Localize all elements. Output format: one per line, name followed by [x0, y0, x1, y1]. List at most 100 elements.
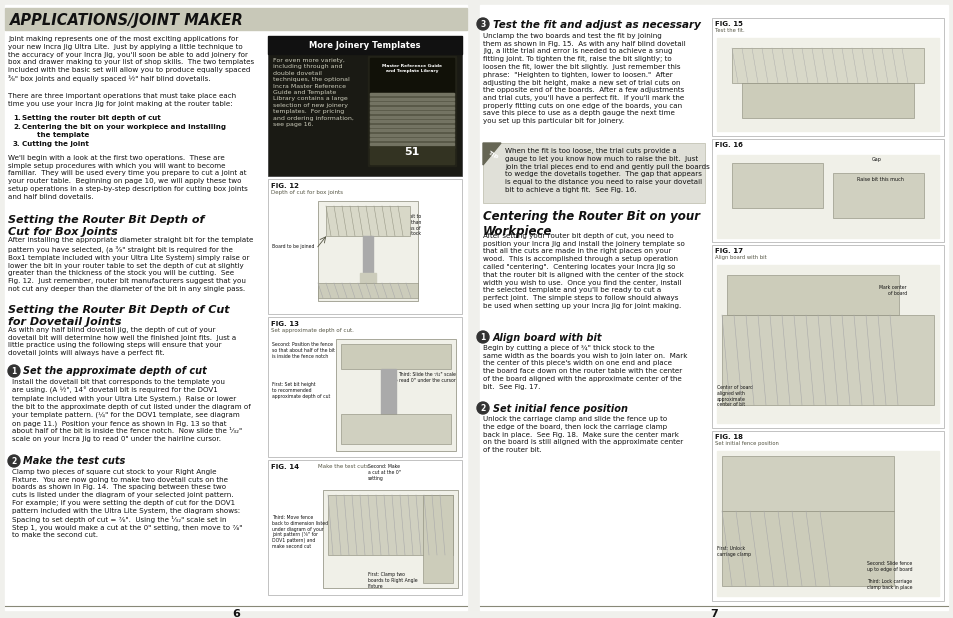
Text: Clamp two pieces of square cut stock to your Right Angle
Fixture.  You are now g: Clamp two pieces of square cut stock to …	[12, 469, 242, 538]
Bar	[717, 451, 938, 596]
Bar	[368, 56, 456, 166]
Bar	[326, 206, 410, 236]
Bar	[370, 116, 454, 117]
Bar	[370, 102, 454, 104]
Text: Set initial fence position: Set initial fence position	[493, 404, 627, 414]
Text: We'll begin with a look at the first two operations.  These are
simple setup pro: We'll begin with a look at the first two…	[8, 155, 248, 200]
Text: Center of board
aligned with
approximate
center of bit: Center of board aligned with approximate…	[717, 385, 752, 407]
Text: Centering the bit on your workpiece and installing
      the template: Centering the bit on your workpiece and …	[22, 124, 226, 138]
Text: Second: Make
a cut at the 0"
setting: Second: Make a cut at the 0" setting	[368, 464, 400, 481]
Bar	[5, 5, 467, 610]
Text: After setting your router bit depth of cut, you need to
position your Incra Jig : After setting your router bit depth of c…	[482, 233, 684, 309]
Bar	[741, 83, 913, 118]
Text: Unlock the carriage clamp and slide the fence up to
the edge of the board, then : Unlock the carriage clamp and slide the …	[482, 416, 682, 453]
Bar	[340, 344, 451, 369]
Bar	[5, 8, 467, 30]
Text: 3.: 3.	[13, 141, 21, 147]
Bar	[370, 98, 454, 99]
Text: First: Clamp two
boards to Right Angle
Fixture: First: Clamp two boards to Right Angle F…	[368, 572, 417, 588]
Text: Centering the Router Bit on your
Workpiece: Centering the Router Bit on your Workpie…	[482, 210, 700, 239]
Text: Install the dovetail bit that corresponds to the template you
are using. (A ½", : Install the dovetail bit that correspond…	[12, 379, 251, 442]
Text: Second: Slide fence
up to edge of board: Second: Slide fence up to edge of board	[866, 561, 911, 572]
Circle shape	[476, 331, 489, 343]
Text: Set initial fence position: Set initial fence position	[714, 441, 778, 446]
Text: Joint making represents one of the most exciting applications for
your new Incra: Joint making represents one of the most …	[8, 36, 253, 82]
Text: First: Unlock
carriage clamp: First: Unlock carriage clamp	[717, 546, 750, 557]
Text: Test the fit and adjust as necessary: Test the fit and adjust as necessary	[493, 20, 700, 30]
Bar	[359, 273, 375, 285]
Bar	[268, 36, 461, 176]
Text: Make the test cuts: Make the test cuts	[317, 464, 369, 469]
Text: Make the test cuts: Make the test cuts	[23, 456, 125, 466]
Text: Setting the router bit depth of cut: Setting the router bit depth of cut	[22, 115, 161, 121]
Text: Master Reference Guide
and Template Library: Master Reference Guide and Template Libr…	[381, 64, 441, 72]
Bar	[323, 490, 457, 588]
Bar	[370, 146, 454, 164]
Bar	[717, 155, 938, 238]
Bar	[711, 18, 943, 136]
Bar	[268, 460, 461, 595]
Text: Second: Position the fence
so that about half of the bit
is inside the fence not: Second: Position the fence so that about…	[272, 342, 335, 358]
Text: FIG. 18: FIG. 18	[714, 434, 742, 440]
Bar	[721, 511, 893, 586]
Bar	[711, 245, 943, 428]
Bar	[721, 315, 933, 405]
Bar	[726, 275, 898, 315]
Bar	[268, 36, 461, 54]
Polygon shape	[482, 143, 500, 165]
Bar	[380, 369, 395, 414]
Text: Third: Move fence
back to dimension listed
under diagram of your
joint pattern (: Third: Move fence back to dimension list…	[272, 515, 328, 549]
Bar	[422, 495, 453, 583]
Bar	[731, 163, 822, 208]
Text: Cutting the joint: Cutting the joint	[22, 141, 89, 147]
Circle shape	[476, 18, 489, 30]
Text: 2: 2	[480, 404, 485, 413]
Bar	[717, 38, 938, 131]
Bar	[370, 129, 454, 131]
Text: Third: Slide the ¹⁄₃₂" scale
to read 0" under the cursor: Third: Slide the ¹⁄₃₂" scale to read 0" …	[393, 372, 456, 383]
Text: For even more variety,
including through and
double dovetail
techniques, the opt: For even more variety, including through…	[273, 58, 354, 127]
Text: Align board with bit: Align board with bit	[714, 255, 766, 260]
Bar	[340, 414, 451, 444]
Text: After installing the appropriate diameter straight bit for the template
pattern : After installing the appropriate diamete…	[8, 237, 253, 292]
Text: 51: 51	[404, 147, 419, 157]
Text: 1: 1	[11, 367, 16, 376]
Text: Set the approximate depth of cut: Set the approximate depth of cut	[23, 366, 207, 376]
Bar	[370, 93, 454, 95]
Text: Third: Lock carriage
clamp back in place: Third: Lock carriage clamp back in place	[866, 579, 911, 590]
Bar	[317, 283, 417, 298]
Text: Begin by cutting a piece of ¾" thick stock to the
same width as the boards you w: Begin by cutting a piece of ¾" thick sto…	[482, 345, 687, 390]
Bar	[370, 133, 454, 135]
Bar	[832, 173, 923, 218]
Bar	[268, 179, 461, 314]
Text: FIG. 15: FIG. 15	[714, 21, 742, 27]
Text: Mark center
of board: Mark center of board	[879, 285, 906, 296]
Text: Unclamp the two boards and test the fit by joining
them as shown in Fig. 15.  As: Unclamp the two boards and test the fit …	[482, 33, 685, 124]
Text: 6: 6	[232, 609, 240, 618]
Text: 2: 2	[11, 457, 16, 466]
Bar	[335, 339, 456, 451]
Text: Setting the Router Bit Depth of
Cut for Box Joints: Setting the Router Bit Depth of Cut for …	[8, 215, 204, 237]
Text: 1.: 1.	[13, 115, 21, 121]
Bar	[370, 143, 454, 145]
Bar	[363, 236, 373, 276]
Text: Board to be joined: Board to be joined	[272, 244, 314, 249]
Text: There are three important operations that must take place each
time you use your: There are three important operations tha…	[8, 93, 236, 107]
Circle shape	[8, 365, 20, 377]
Text: 2.: 2.	[13, 124, 21, 130]
Text: 7: 7	[709, 609, 717, 618]
Text: FIG. 13: FIG. 13	[271, 321, 298, 327]
Text: When the fit is too loose, the trial cuts provide a
gauge to let you know how mu: When the fit is too loose, the trial cut…	[504, 148, 709, 193]
Circle shape	[476, 402, 489, 414]
Text: 3: 3	[480, 20, 485, 29]
Bar	[268, 317, 461, 457]
Bar	[328, 495, 453, 555]
Bar	[479, 5, 947, 610]
Text: FIG. 14: FIG. 14	[271, 464, 299, 470]
Text: FIG. 16: FIG. 16	[714, 142, 742, 148]
Bar	[370, 120, 454, 122]
Bar	[717, 265, 938, 423]
Bar	[711, 139, 943, 242]
Text: More Joinery Templates: More Joinery Templates	[309, 41, 420, 49]
Text: Gap: Gap	[871, 157, 881, 162]
